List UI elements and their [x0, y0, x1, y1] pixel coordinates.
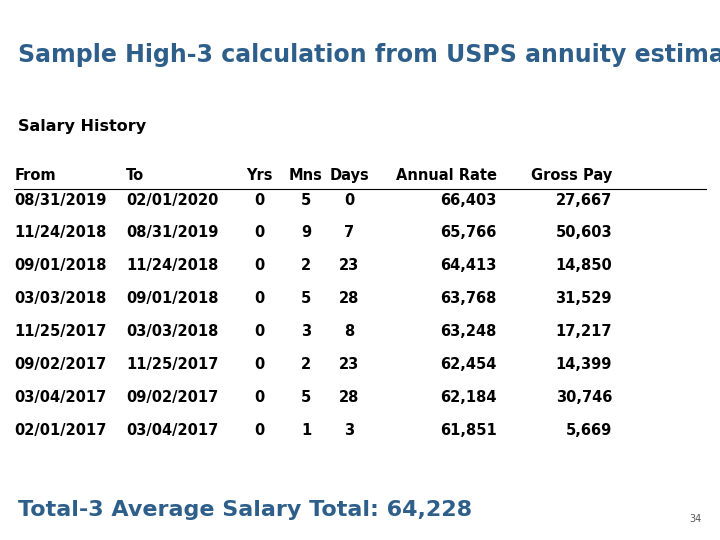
Text: 09/01/2018: 09/01/2018 [14, 258, 107, 273]
Text: 09/01/2018: 09/01/2018 [126, 291, 218, 306]
Text: 08/31/2019: 08/31/2019 [14, 193, 107, 207]
Text: Total-3 Average Salary Total: 64,228: Total-3 Average Salary Total: 64,228 [18, 500, 472, 520]
Text: 11/25/2017: 11/25/2017 [14, 324, 107, 339]
Text: 28: 28 [339, 291, 359, 306]
Text: 0: 0 [254, 390, 264, 405]
Text: 64,413: 64,413 [441, 258, 497, 273]
Text: 0: 0 [254, 423, 264, 438]
Text: 03/04/2017: 03/04/2017 [14, 390, 107, 405]
Text: 0: 0 [254, 357, 264, 372]
Text: 28: 28 [339, 390, 359, 405]
Text: Days: Days [329, 168, 369, 183]
Text: 03/04/2017: 03/04/2017 [126, 423, 218, 438]
Text: 65,766: 65,766 [441, 225, 497, 240]
Text: 0: 0 [254, 193, 264, 207]
Text: 31,529: 31,529 [556, 291, 612, 306]
Text: 66,403: 66,403 [441, 193, 497, 207]
Text: 17,217: 17,217 [556, 324, 612, 339]
Text: Sample High-3 calculation from USPS annuity estimate:: Sample High-3 calculation from USPS annu… [18, 43, 720, 67]
Text: 5,669: 5,669 [566, 423, 612, 438]
Text: 62,184: 62,184 [441, 390, 497, 405]
Text: 23: 23 [339, 357, 359, 372]
Text: 62,454: 62,454 [441, 357, 497, 372]
Text: 09/02/2017: 09/02/2017 [14, 357, 107, 372]
Text: 03/03/2018: 03/03/2018 [126, 324, 218, 339]
Text: 9: 9 [301, 225, 311, 240]
Text: To: To [126, 168, 144, 183]
Text: 34: 34 [690, 515, 702, 524]
Text: 0: 0 [254, 225, 264, 240]
Text: 2: 2 [301, 357, 311, 372]
Text: 3: 3 [301, 324, 311, 339]
Text: 5: 5 [301, 390, 311, 405]
Text: 02/01/2017: 02/01/2017 [14, 423, 107, 438]
Text: 0: 0 [254, 258, 264, 273]
Text: 02/01/2020: 02/01/2020 [126, 193, 218, 207]
Text: Mns: Mns [289, 168, 323, 183]
Text: From: From [14, 168, 56, 183]
Text: 5: 5 [301, 193, 311, 207]
Text: Annual Rate: Annual Rate [396, 168, 497, 183]
Text: 1: 1 [301, 423, 311, 438]
Text: 08/31/2019: 08/31/2019 [126, 225, 218, 240]
Text: 7: 7 [344, 225, 354, 240]
Text: 30,746: 30,746 [556, 390, 612, 405]
Text: 63,768: 63,768 [441, 291, 497, 306]
Text: 0: 0 [344, 193, 354, 207]
Text: Yrs: Yrs [246, 168, 272, 183]
Text: 5: 5 [301, 291, 311, 306]
Text: 23: 23 [339, 258, 359, 273]
Text: 0: 0 [254, 291, 264, 306]
Text: 11/25/2017: 11/25/2017 [126, 357, 218, 372]
Text: 61,851: 61,851 [440, 423, 497, 438]
Text: 50,603: 50,603 [555, 225, 612, 240]
Text: 63,248: 63,248 [441, 324, 497, 339]
Text: 3: 3 [344, 423, 354, 438]
Text: 11/24/2018: 11/24/2018 [126, 258, 218, 273]
Text: 0: 0 [254, 324, 264, 339]
Text: 03/03/2018: 03/03/2018 [14, 291, 107, 306]
Text: 14,399: 14,399 [556, 357, 612, 372]
Text: Gross Pay: Gross Pay [531, 168, 612, 183]
Text: 8: 8 [344, 324, 354, 339]
Text: 2: 2 [301, 258, 311, 273]
Text: 09/02/2017: 09/02/2017 [126, 390, 218, 405]
Text: 27,667: 27,667 [556, 193, 612, 207]
Text: Salary History: Salary History [18, 119, 146, 134]
Text: 11/24/2018: 11/24/2018 [14, 225, 107, 240]
Text: 14,850: 14,850 [555, 258, 612, 273]
